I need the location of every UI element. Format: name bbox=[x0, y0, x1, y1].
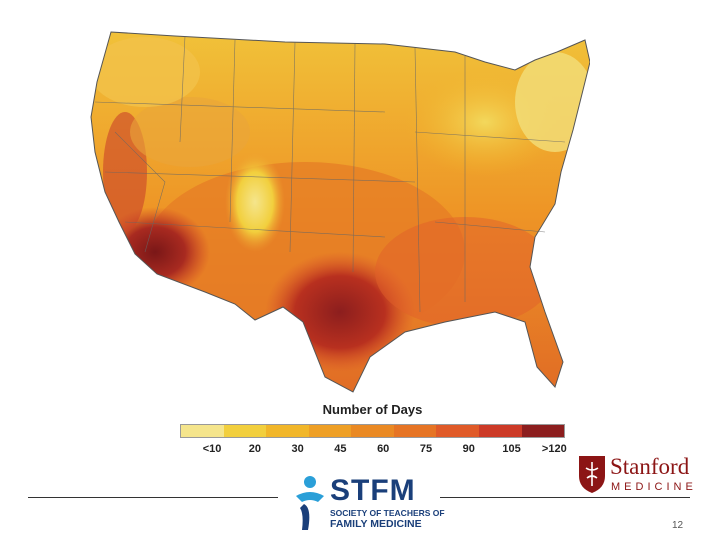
legend-swatch bbox=[181, 425, 224, 437]
legend-label: 75 bbox=[419, 443, 433, 455]
legend-label: >120 bbox=[541, 443, 567, 455]
stanford-shield-icon bbox=[579, 456, 605, 493]
stfm-tagline-2: FAMILY MEDICINE bbox=[330, 518, 422, 530]
us-heat-map bbox=[85, 22, 591, 400]
stfm-wordmark: STFM bbox=[330, 474, 416, 507]
legend-label: 90 bbox=[462, 443, 475, 455]
legend-swatch bbox=[521, 425, 565, 437]
footer-rule-right bbox=[440, 497, 690, 498]
legend-swatch bbox=[436, 425, 479, 437]
legend-label: 105 bbox=[502, 443, 521, 455]
legend-swatch bbox=[393, 425, 437, 437]
legend-label: 30 bbox=[291, 443, 304, 455]
stfm-tagline-1: SOCIETY OF TEACHERS OF bbox=[330, 508, 445, 518]
footer-rule-left bbox=[28, 497, 278, 498]
legend-swatch bbox=[478, 425, 522, 437]
legend-swatch bbox=[308, 425, 352, 437]
us-map-svg bbox=[90, 31, 591, 393]
page-number: 12 bbox=[672, 520, 684, 531]
legend-title: Number of Days bbox=[322, 402, 423, 417]
legend-swatch bbox=[223, 425, 267, 437]
stanford-subtitle: MEDICINE bbox=[611, 481, 697, 493]
legend-swatch bbox=[351, 425, 394, 437]
legend: Number of Days <10 20 30 45 60 75 90 105 >120 bbox=[180, 402, 567, 462]
stfm-logo: STFM SOCIETY OF TEACHERS OF FAMILY MEDIC… bbox=[290, 472, 445, 534]
legend-labels: <10 20 30 45 60 75 90 105 >120 bbox=[180, 443, 567, 459]
legend-label: 20 bbox=[248, 443, 261, 455]
stfm-figure-icon bbox=[296, 476, 324, 530]
legend-color-bar bbox=[180, 424, 565, 438]
stanford-medicine-logo: Stanford MEDICINE bbox=[575, 450, 705, 500]
legend-label: <10 bbox=[202, 443, 222, 455]
legend-swatch bbox=[266, 425, 309, 437]
legend-label: 60 bbox=[377, 443, 390, 455]
legend-label: 45 bbox=[334, 443, 347, 455]
stanford-wordmark: Stanford bbox=[610, 454, 690, 479]
